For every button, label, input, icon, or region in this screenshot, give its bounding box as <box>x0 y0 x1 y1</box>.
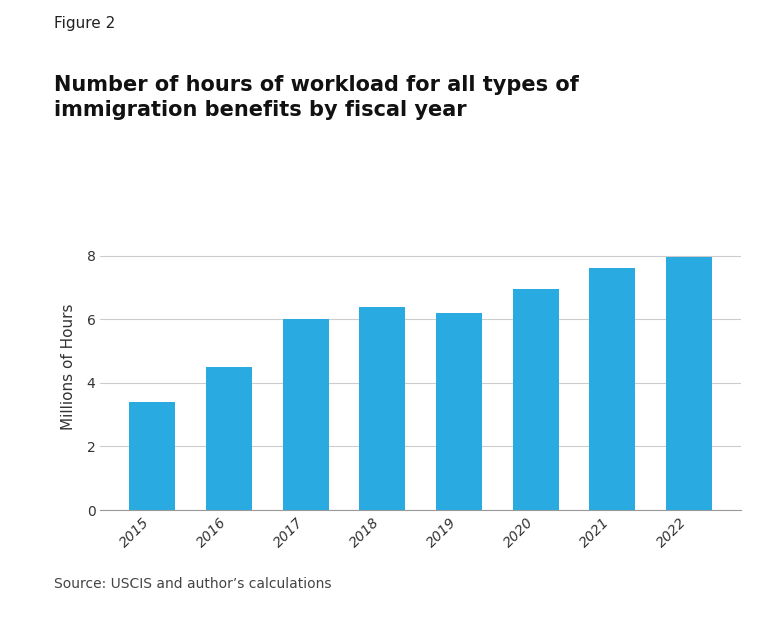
Bar <box>436 313 482 510</box>
Bar <box>666 258 712 510</box>
Text: Number of hours of workload for all types of
immigration benefits by fiscal year: Number of hours of workload for all type… <box>54 75 579 120</box>
Y-axis label: Millions of Hours: Millions of Hours <box>60 304 76 430</box>
Bar <box>283 319 329 510</box>
Bar <box>130 402 175 510</box>
Text: Source: USCIS and author’s calculations: Source: USCIS and author’s calculations <box>54 577 331 591</box>
Bar <box>360 307 405 510</box>
Bar <box>589 269 635 510</box>
Bar <box>513 289 559 510</box>
Text: Figure 2: Figure 2 <box>54 16 115 30</box>
Bar <box>206 367 252 510</box>
